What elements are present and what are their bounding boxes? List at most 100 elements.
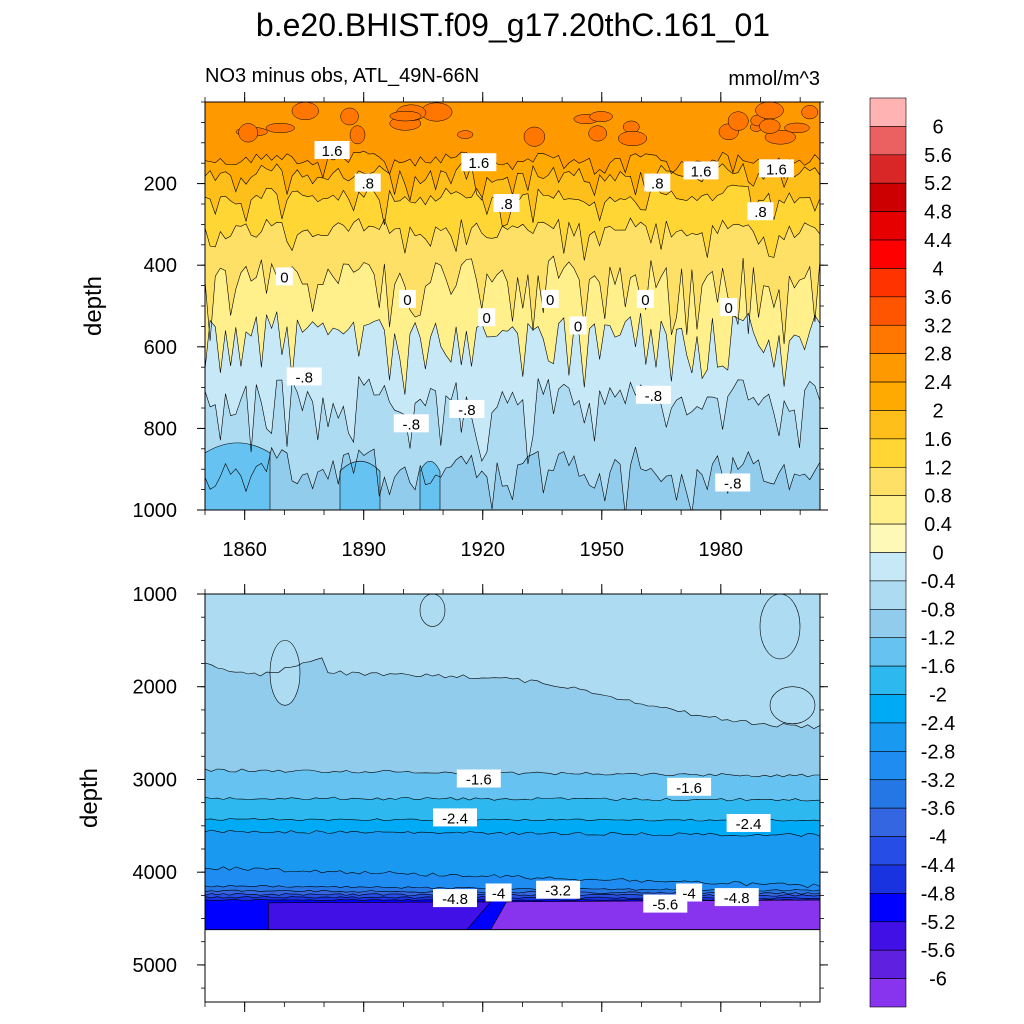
- bottom-y-tick-label: 5000: [133, 955, 178, 977]
- top-label-box: [747, 202, 774, 221]
- top-surface-blob: [265, 123, 295, 133]
- colorbar-level-label: -2.8: [921, 741, 955, 763]
- bottom-contour-label: -5.6: [652, 897, 678, 914]
- colorbar-level-label: -5.2: [921, 912, 955, 934]
- top-label-box: [275, 267, 293, 286]
- top-contour-line: [205, 446, 820, 510]
- top-label-box: [636, 289, 654, 308]
- bottom-contour-label: -4: [492, 886, 505, 903]
- top-label-box: [720, 298, 738, 316]
- colorbar-swatch: [869, 154, 907, 184]
- top-label-box: [683, 161, 719, 180]
- top-contour-label: -.8: [403, 416, 421, 433]
- top-contour-label: 0: [574, 318, 582, 335]
- bottom-patch-neg0.8: [759, 594, 801, 660]
- top-surface-blob: [618, 130, 647, 147]
- top-contour-label: .8: [651, 176, 664, 193]
- bottom-label-box: [433, 889, 477, 908]
- bottom-patch-neg0.8: [769, 686, 816, 725]
- top-y-tick-label: 200: [144, 174, 177, 196]
- colorbar-level-label: 5.6: [924, 145, 952, 167]
- top-label-box: [569, 316, 587, 335]
- bottom-label-box: [485, 883, 512, 902]
- colorbar-swatch: [869, 722, 907, 752]
- top-contour-label: 0: [280, 269, 288, 286]
- top-y-tick-label: 800: [144, 418, 177, 440]
- colorbar-level-label: -0.4: [921, 571, 955, 593]
- bottom-contour-label: -2.4: [442, 810, 468, 827]
- figure-title: b.e20.BHIST.f09_g17.20thC.161_01: [256, 7, 770, 43]
- colorbar-swatch: [869, 978, 907, 1008]
- top-contour-label: -.8: [458, 402, 476, 419]
- top-surface-blob: [389, 110, 422, 122]
- colorbar-level-label: -6: [929, 969, 947, 991]
- colorbar-level-label: -5.6: [921, 940, 955, 962]
- colorbar-level-label: -1.6: [921, 656, 955, 678]
- bottom-y-tick-label: 3000: [133, 770, 178, 792]
- top-contour-line: [205, 255, 820, 345]
- top-label-box: [461, 153, 497, 172]
- colorbar-level-label: 4: [932, 258, 943, 280]
- colorbar-level-label: 4.8: [924, 202, 952, 224]
- bottom-label-box: [456, 769, 501, 788]
- colorbar-swatch: [869, 665, 907, 695]
- top-contour-label: -.8: [724, 476, 742, 493]
- top-contour-label: .8: [754, 204, 767, 221]
- colorbar-swatch: [869, 211, 907, 241]
- top-surface-blob: [523, 126, 546, 147]
- top-label-box: [715, 473, 751, 492]
- top-label-box: [644, 173, 671, 192]
- top-label-box: [635, 385, 671, 404]
- colorbar-level-label: 1.6: [924, 429, 952, 451]
- colorbar-level-label: 0: [932, 543, 943, 565]
- top-contour-label: 1.6: [322, 143, 343, 160]
- colorbar-swatch: [869, 126, 907, 156]
- top-contour-label: 0: [725, 300, 733, 317]
- bottom-panel: -1.6 -1.6-2.4 -2.4-4.8 -4 -3.2-5.6-4 -4.8 100…: [76, 584, 828, 1012]
- top-contour-label: 0: [403, 292, 411, 309]
- top-label-box: [758, 159, 794, 178]
- top-x-tick-label: 1920: [460, 539, 505, 561]
- bottom-label-box: [714, 888, 759, 907]
- colorbar-level-label: 5.2: [924, 173, 952, 195]
- bottom-contour-line: [205, 657, 820, 729]
- colorbar-level-label: 0.8: [924, 486, 952, 508]
- panel-subtitle: NO3 minus obs, ATL_49N-66N: [205, 65, 479, 87]
- colorbar-swatch: [869, 353, 907, 383]
- colorbar-level-label: 3.2: [924, 315, 952, 337]
- bottom-contour-label: -1.6: [466, 772, 492, 789]
- bottom-contour-label: -4.8: [442, 891, 468, 908]
- top-label-box: [286, 367, 322, 386]
- top-contour-line: [205, 375, 820, 465]
- top-surface-blob: [755, 102, 784, 120]
- colorbar-swatch: [869, 637, 907, 667]
- bottom-y-tick-label: 1000: [133, 584, 178, 606]
- colorbar-swatch: [869, 97, 907, 127]
- top-surface-blob: [764, 129, 796, 145]
- bottom-contour-label: -1.6: [676, 780, 702, 797]
- top-contour-label: -.8: [645, 388, 663, 405]
- bottom-contour-line: [205, 818, 820, 822]
- colorbar-swatch: [869, 609, 907, 639]
- top-label-box: [393, 414, 429, 433]
- top-contour-label: 0: [483, 310, 491, 327]
- top-surface-blob: [349, 125, 366, 145]
- top-y-axis-label: depth: [80, 276, 107, 336]
- top-label-box: [314, 141, 350, 159]
- top-y-tick-label: 400: [144, 255, 177, 277]
- colorbar-swatch: [869, 239, 907, 269]
- colorbar-swatch: [869, 864, 907, 894]
- colorbar-swatch: [869, 580, 907, 610]
- top-panel: 1.6 .8 1.6 .8 .8 1.6 .8 1.6 0 0 0 0 0 0 0 -.8 -.8 -.8 -.8 -…: [80, 92, 828, 561]
- colorbar-swatch: [869, 893, 907, 923]
- colorbar-swatch: [869, 381, 907, 411]
- bottom-y-tick-label: 4000: [133, 862, 178, 884]
- bottom-contour-label: -2.4: [736, 816, 762, 833]
- top-surface-blob: [291, 102, 319, 121]
- top-contour-label: .8: [500, 196, 513, 213]
- top-x-tick-label: 1950: [580, 539, 625, 561]
- top-label-box: [541, 289, 559, 308]
- bottom-contour-line: [205, 796, 820, 802]
- top-x-tick-label: 1890: [341, 539, 386, 561]
